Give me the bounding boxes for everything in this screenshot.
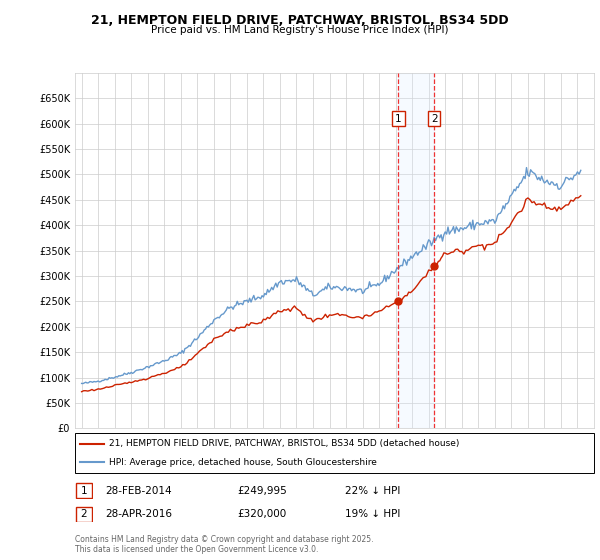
Text: 19% ↓ HPI: 19% ↓ HPI: [345, 509, 400, 519]
FancyBboxPatch shape: [76, 483, 92, 498]
Text: HPI: Average price, detached house, South Gloucestershire: HPI: Average price, detached house, Sout…: [109, 458, 377, 467]
Bar: [398, 73, 434, 428]
Text: £320,000: £320,000: [237, 509, 286, 519]
Text: 2: 2: [431, 114, 437, 124]
Text: 2: 2: [80, 509, 88, 519]
Text: Price paid vs. HM Land Registry's House Price Index (HPI): Price paid vs. HM Land Registry's House …: [151, 25, 449, 35]
Text: 28-APR-2016: 28-APR-2016: [105, 509, 172, 519]
Text: 21, HEMPTON FIELD DRIVE, PATCHWAY, BRISTOL, BS34 5DD (detached house): 21, HEMPTON FIELD DRIVE, PATCHWAY, BRIST…: [109, 439, 459, 448]
FancyBboxPatch shape: [76, 506, 92, 522]
Text: £249,995: £249,995: [237, 486, 287, 496]
Text: Contains HM Land Registry data © Crown copyright and database right 2025.
This d: Contains HM Land Registry data © Crown c…: [75, 535, 373, 554]
FancyBboxPatch shape: [75, 433, 594, 473]
Text: 22% ↓ HPI: 22% ↓ HPI: [345, 486, 400, 496]
Text: 1: 1: [80, 486, 88, 496]
Text: 28-FEB-2014: 28-FEB-2014: [105, 486, 172, 496]
Text: 1: 1: [395, 114, 401, 124]
Text: 21, HEMPTON FIELD DRIVE, PATCHWAY, BRISTOL, BS34 5DD: 21, HEMPTON FIELD DRIVE, PATCHWAY, BRIST…: [91, 14, 509, 27]
